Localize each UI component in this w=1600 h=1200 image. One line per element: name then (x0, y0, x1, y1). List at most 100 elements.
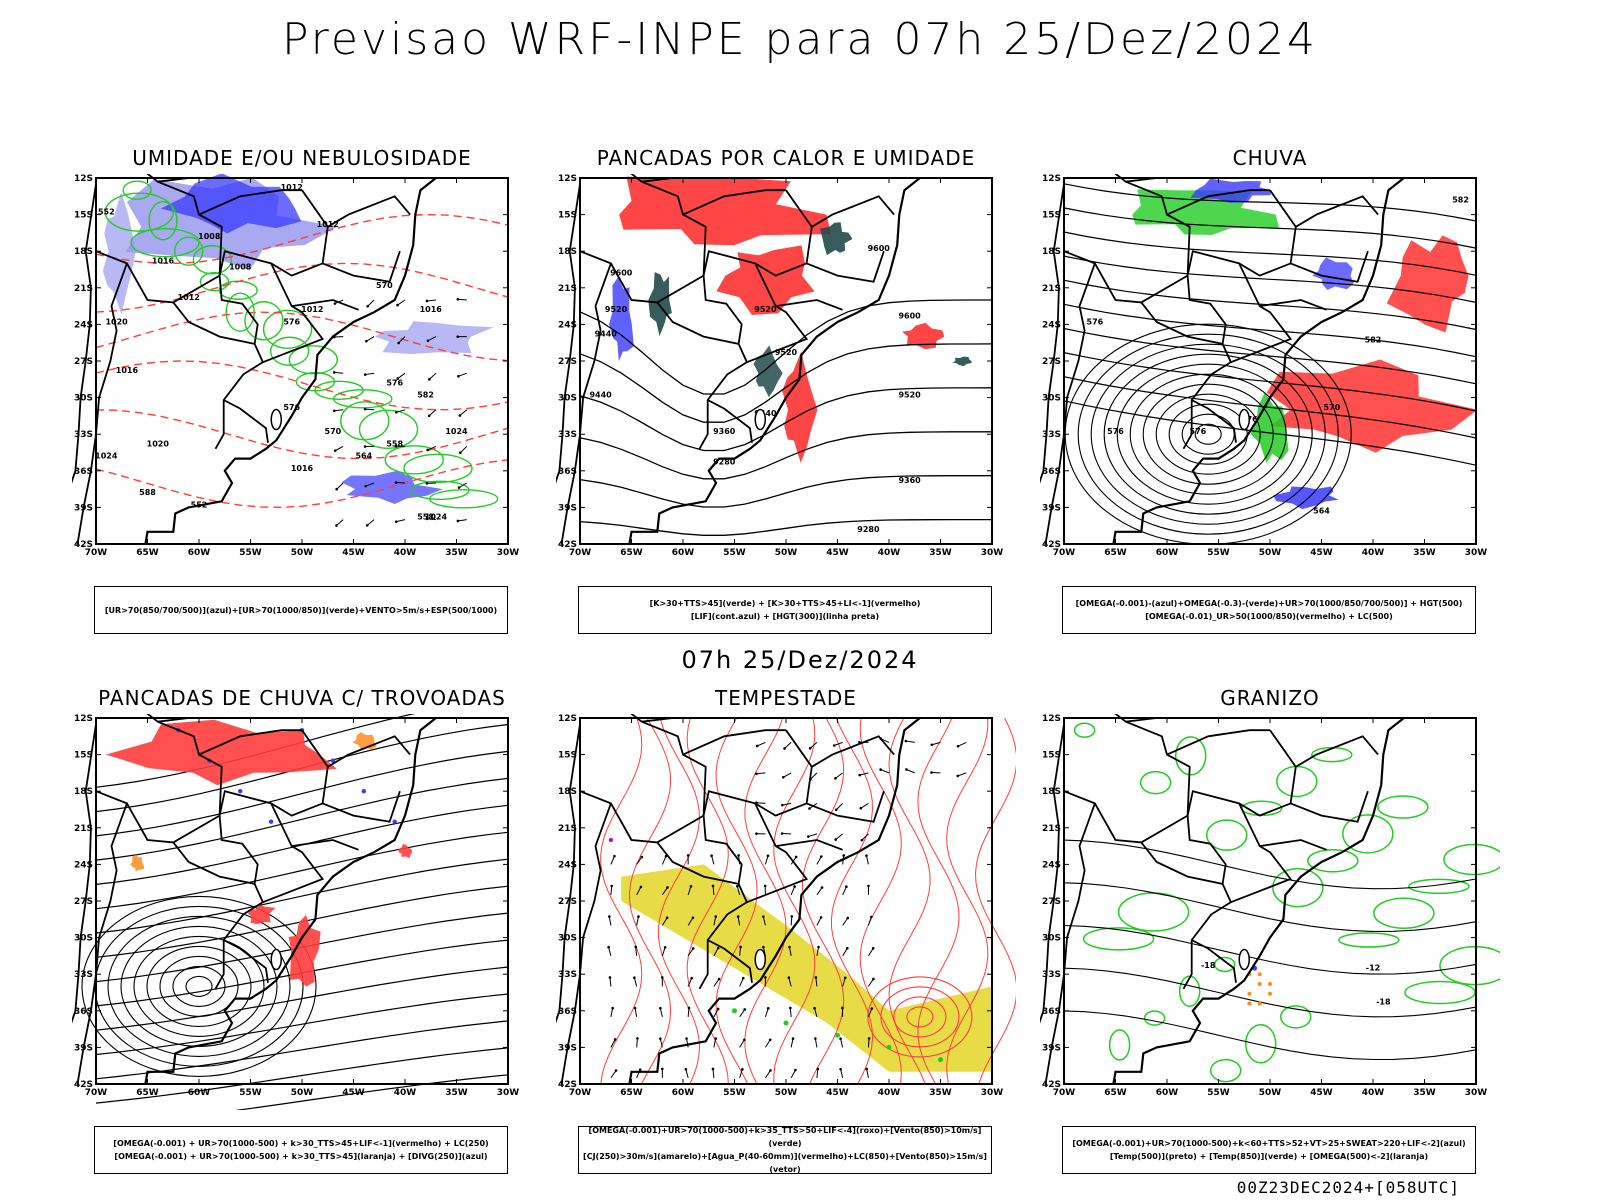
contour-label: 582 (1365, 336, 1382, 345)
border-line (223, 939, 269, 983)
wind-vector (788, 1006, 792, 1010)
wind-vector (613, 1038, 617, 1041)
lat-label: 24S (558, 320, 577, 330)
contour-label: 9360 (898, 476, 921, 485)
wind-vector (816, 1067, 820, 1071)
wind-vector (764, 1008, 769, 1018)
legend-box: [OMEGA(-0.001) + UR>70(1000-500) + k>30_… (94, 1126, 508, 1174)
lat-label: 24S (558, 860, 577, 870)
wind-vector (820, 886, 824, 889)
wind-vector (333, 449, 337, 452)
lake-patos (270, 948, 282, 971)
wind-vector (858, 773, 861, 777)
wind-vector (794, 1068, 797, 1072)
wind-vector (457, 519, 467, 522)
lat-label: 33S (1042, 430, 1061, 440)
heat-area-teal (952, 356, 972, 367)
streamline (1063, 400, 1477, 466)
wind-vector (905, 768, 908, 771)
humidity-contour (384, 445, 444, 475)
lat-label: 21S (558, 284, 577, 294)
wind-vector (930, 743, 934, 747)
border-line (775, 839, 843, 851)
contour-label: 1008 (229, 263, 252, 272)
wind-vector (425, 482, 429, 485)
wind-vector (861, 833, 869, 841)
wind-vector (711, 1067, 715, 1071)
contour-label: 9600 (610, 269, 633, 278)
lon-label: 45W (342, 1088, 365, 1098)
wind-vector (843, 976, 847, 980)
temp850-contour (1073, 722, 1096, 738)
wind-vector (713, 947, 719, 957)
lat-label: 42S (74, 1080, 93, 1090)
wind-vector (739, 1069, 743, 1079)
wind-vector (846, 916, 850, 920)
lon-label: 35W (929, 1088, 952, 1098)
wind-vector (685, 1037, 688, 1040)
wind-vector (859, 806, 863, 810)
lat-label: 33S (74, 430, 93, 440)
streamline (1063, 376, 1477, 439)
border-line (1191, 939, 1237, 983)
lon-label: 65W (620, 1088, 643, 1098)
wind-vector (839, 1067, 842, 1071)
wind-vector (739, 1009, 746, 1018)
divergence-dot (330, 758, 336, 763)
wind-850-dot (886, 1044, 892, 1050)
map-umidade: 1012 1012 1008 1016 1008 1012 1012 1016 1020 1016… (72, 174, 520, 558)
contour-label: 564 (355, 452, 372, 461)
wind-vector (764, 976, 767, 979)
wind-vector (737, 854, 740, 857)
wind-vector (835, 833, 843, 840)
lon-label: 60W (672, 548, 695, 558)
contour-label: 1012 (178, 293, 200, 302)
wind-vector (459, 409, 468, 416)
water-vapor-contour (859, 717, 902, 1085)
border-line (746, 263, 809, 364)
map-pancadas-calor: 9600 9600 9520 9440 9520 9440 9360 9280 9520 9360… (556, 174, 1003, 558)
wind-vector (687, 948, 694, 957)
contour-label: 576 (1087, 317, 1104, 326)
omega-dot (1268, 981, 1272, 986)
lon-label: 55W (239, 548, 262, 558)
contour-label: 9360 (713, 427, 736, 436)
wind-vector (689, 885, 693, 888)
wind-vector (363, 407, 367, 411)
humidity-contour (262, 309, 313, 349)
wind-vector (839, 1037, 842, 1040)
lon-label: 30W (497, 548, 520, 558)
temp850-contour (1373, 897, 1435, 929)
wind-vector (366, 304, 369, 308)
contour-label: 9520 (754, 305, 777, 314)
wind-vector (334, 371, 344, 374)
height-contour (579, 343, 993, 423)
wind-vector (686, 1038, 689, 1048)
coastline-west (1040, 723, 1065, 1024)
border-line (702, 729, 813, 817)
border-line (291, 839, 359, 851)
contour-label: 558 (417, 513, 434, 522)
lat-label: 30S (558, 934, 577, 944)
wind-vector (712, 885, 715, 895)
wind-vector (739, 945, 742, 949)
wind-vector (610, 884, 614, 888)
lat-label: 30S (1042, 934, 1061, 944)
wind-vector (809, 742, 818, 749)
instability-area-red (902, 322, 945, 350)
lon-label: 35W (445, 1088, 468, 1098)
legend-box: [OMEGA(-0.001)+UR>70(1000-500)+k<60+TTS>… (1062, 1126, 1476, 1174)
lat-label: 15S (74, 211, 93, 221)
wind-850-dot (732, 1008, 737, 1014)
wind-vector (816, 887, 823, 896)
wind-vector (814, 1037, 817, 1040)
wind-vector (816, 917, 822, 926)
border-line (806, 790, 885, 823)
wind-vector (841, 1006, 844, 1010)
wind-vector (762, 916, 766, 926)
wind-vector (834, 777, 837, 780)
streamline (81, 895, 317, 1077)
legend-line-2: [Temp(500)](preto) + [Temp(850)](verde) … (1109, 1152, 1429, 1161)
temp850-contour (1280, 1005, 1312, 1029)
wind-vector (931, 741, 941, 746)
